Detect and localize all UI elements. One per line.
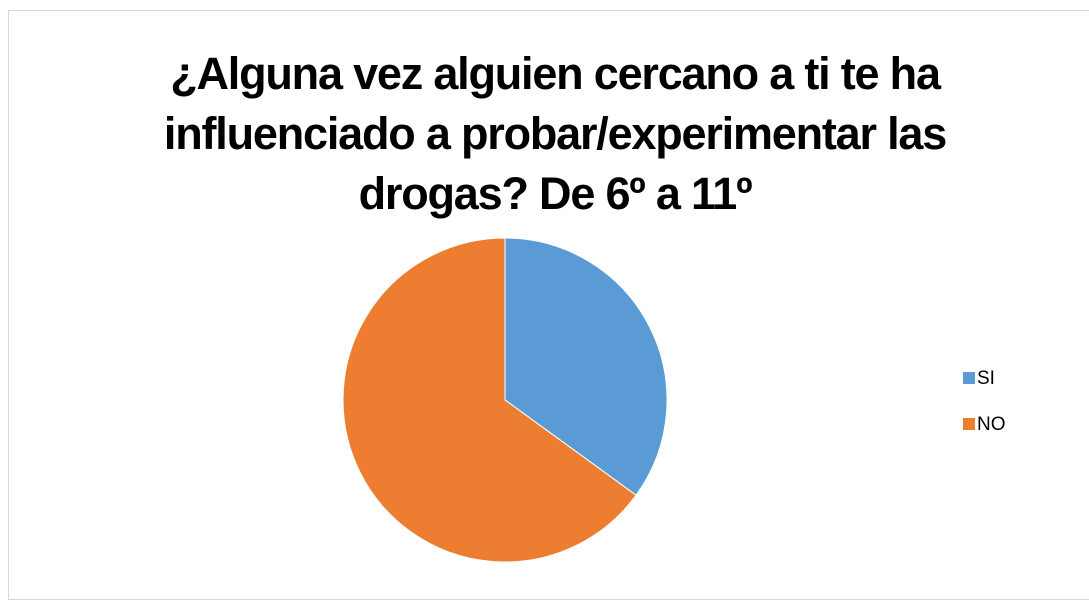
chart: SI NO [342, 237, 1006, 563]
pie-slice [504, 237, 668, 496]
legend-label: NO [977, 414, 1006, 435]
page: {"chart_data": {"type": "pie", "title": … [8, 10, 1089, 600]
chart-title: ¿Alguna vez alguien cercano a ti te ha i… [163, 48, 947, 219]
legend-label: SI [977, 368, 995, 389]
legend-swatch [963, 372, 975, 384]
pie-slice [342, 237, 637, 563]
legend-swatch [963, 418, 975, 430]
